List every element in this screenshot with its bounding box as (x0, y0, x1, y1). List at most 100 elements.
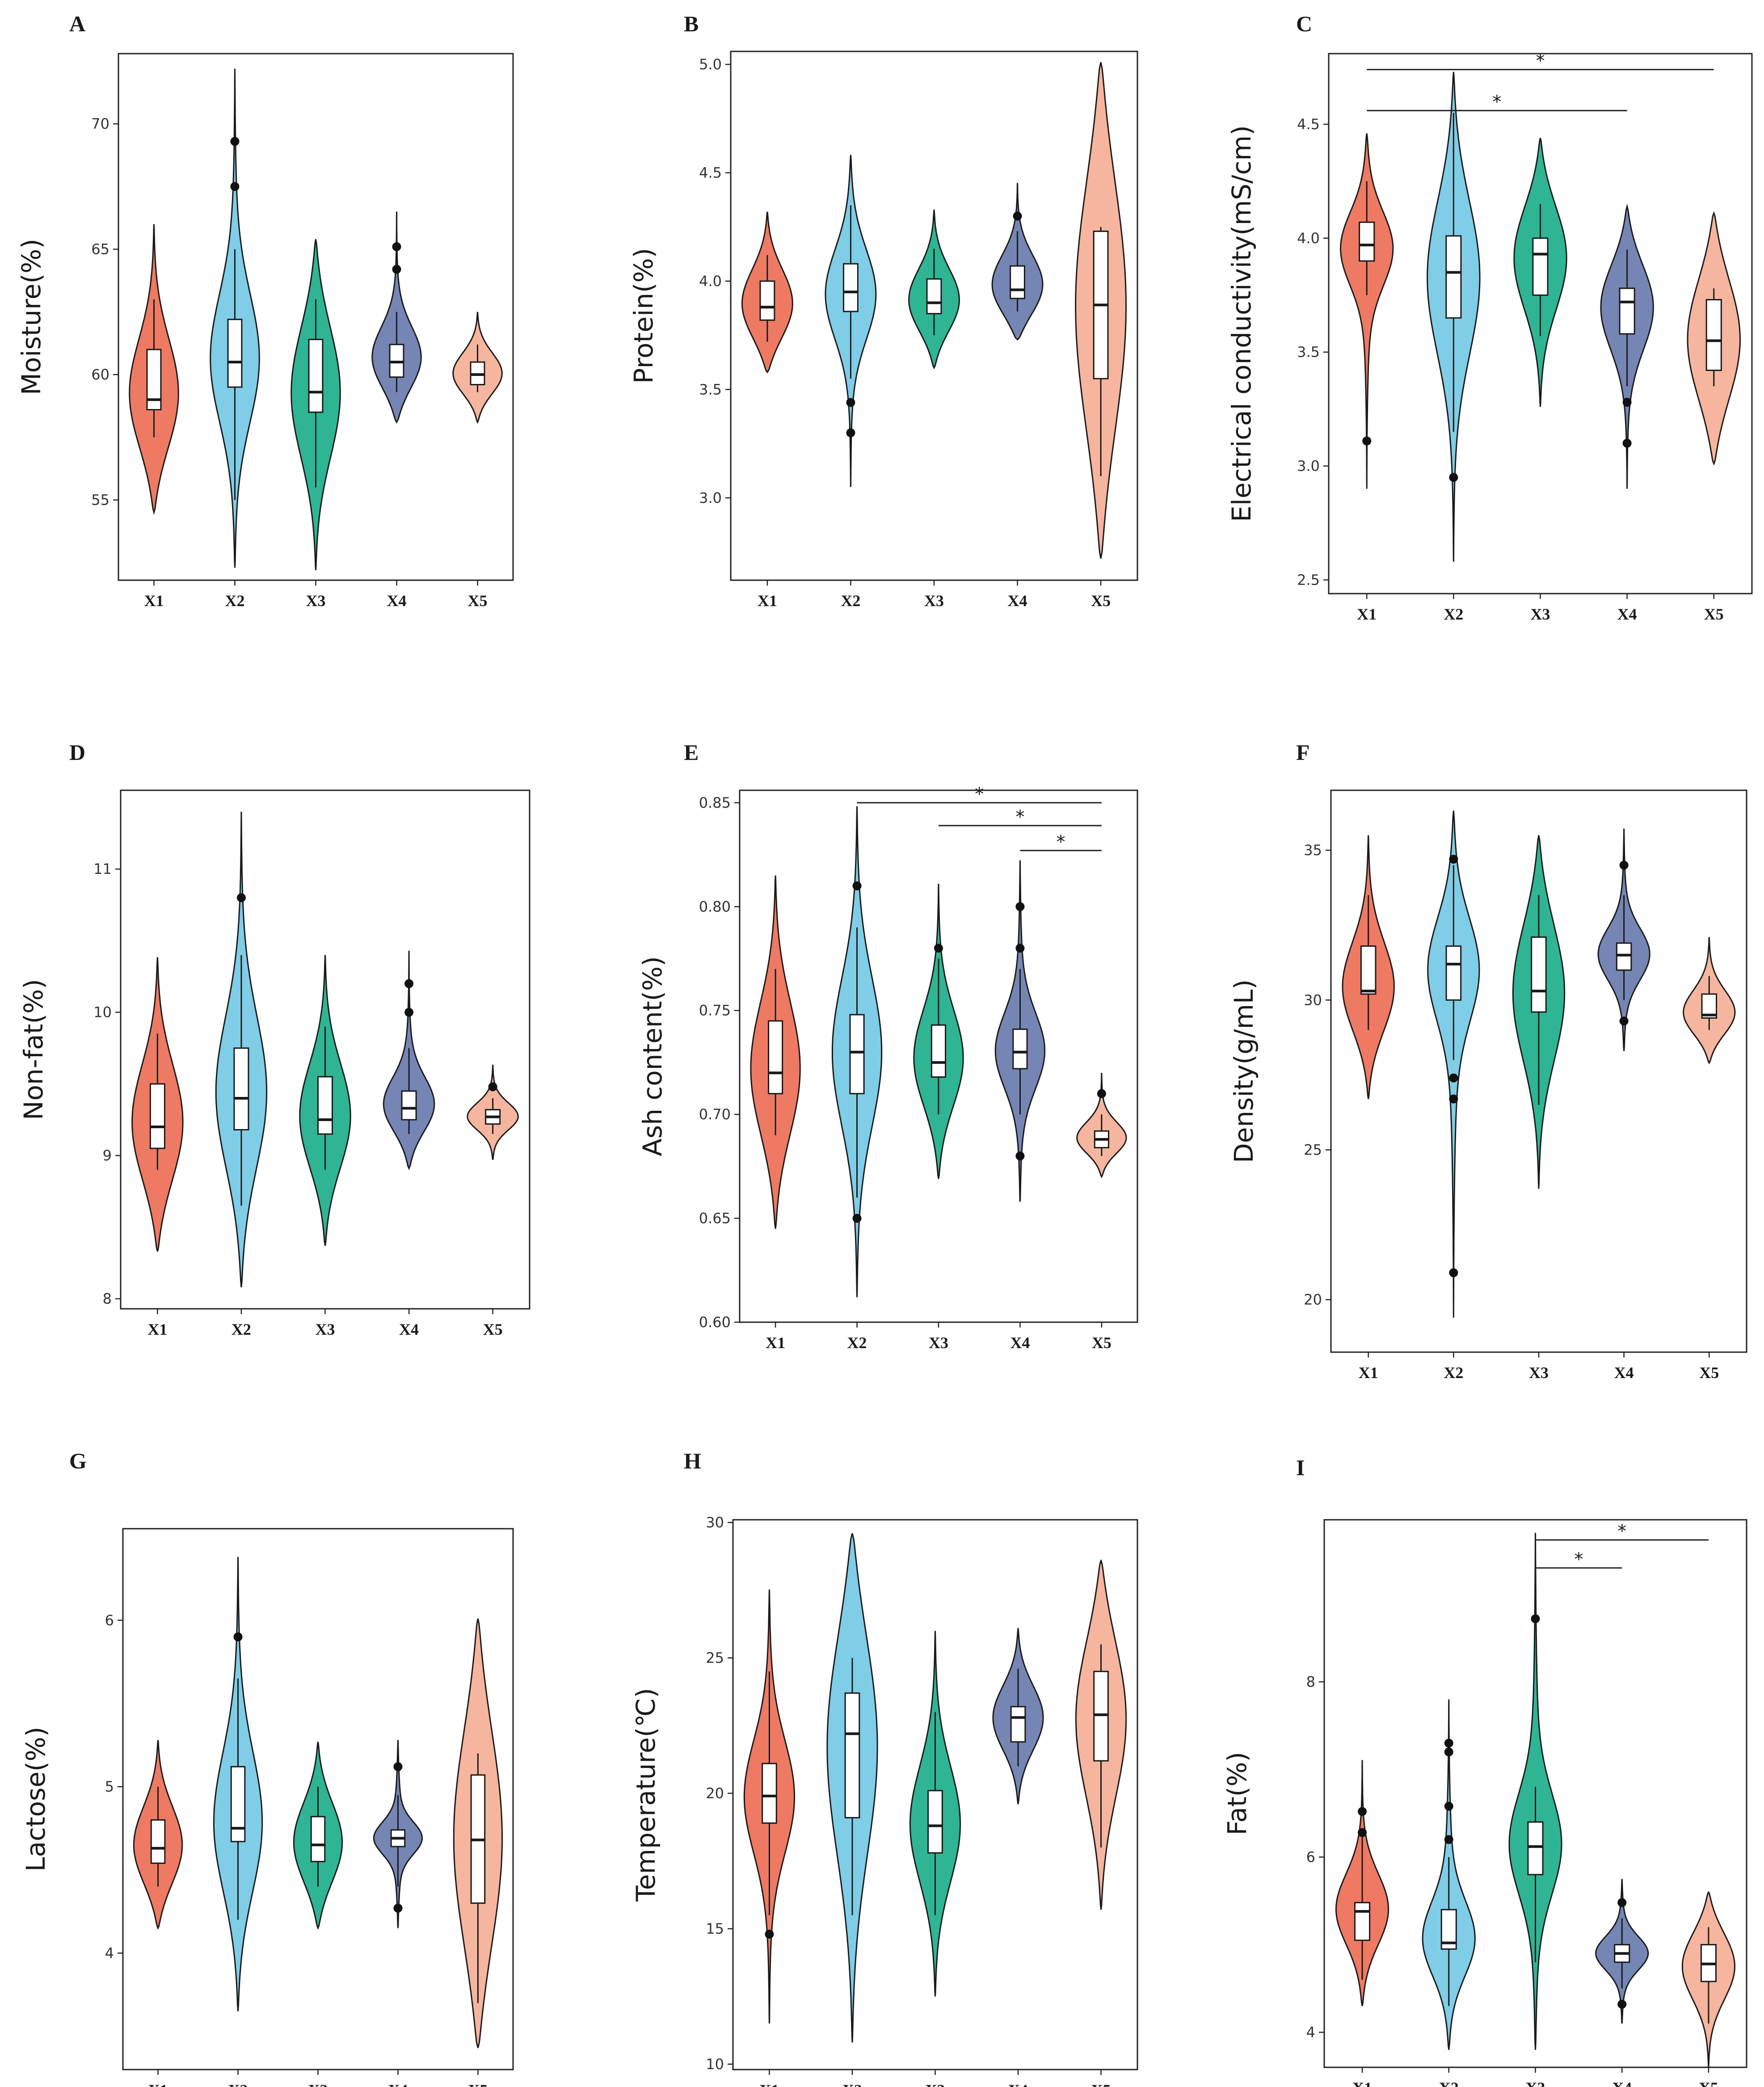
panel-letter: E (684, 740, 699, 765)
violin-x2 (831, 806, 883, 1298)
box-iqr (401, 1090, 417, 1121)
y-tick-label: 15 (706, 1920, 724, 1937)
outlier-point (404, 1008, 414, 1017)
x-tick-label: X4 (1010, 1334, 1030, 1352)
box-iqr (150, 1819, 166, 1864)
violin-x1 (133, 1740, 183, 1930)
y-tick-label: 70 (91, 115, 109, 132)
violin-x3 (1508, 1533, 1562, 2050)
y-tick-label: 60 (91, 366, 109, 383)
violin-x5 (467, 1064, 519, 1160)
violin-x5 (1075, 1560, 1127, 1910)
panel-i: I 4 6 8 Fat(%) X1 X2 X3 X4 X5 * * (1222, 1455, 1747, 2087)
x-tick-label: X2 (842, 2081, 862, 2087)
y-axis-label: Temperature(℃) (631, 1688, 661, 1902)
x-tick-label: X2 (232, 1320, 251, 1338)
outlier-point (488, 1082, 497, 1092)
x-tick-label: X1 (147, 1320, 167, 1338)
y-tick-label: 10 (93, 1004, 112, 1021)
violin-x1 (1342, 835, 1395, 1099)
violin-x4 (371, 211, 422, 424)
box-iqr (762, 1762, 777, 1824)
outlier-point (1015, 944, 1025, 953)
y-tick-label: 5.0 (699, 56, 722, 73)
y-axis-label: Protein(%) (628, 248, 659, 384)
x-tick-label: X5 (468, 592, 488, 610)
outlier-point (1015, 1151, 1025, 1161)
outlier-point (1013, 211, 1022, 221)
violin-x1 (743, 1589, 796, 2024)
x-tick-label: X3 (926, 2081, 945, 2087)
x-tick-label: X4 (387, 592, 407, 610)
y-tick-label: 0.70 (699, 1106, 731, 1123)
y-tick-label: 30 (706, 1514, 724, 1531)
x-tick-label: X5 (1699, 2079, 1718, 2087)
outlier-point (1617, 1898, 1627, 1907)
y-tick-label: 3.0 (1297, 458, 1320, 475)
y-tick-label: 4.5 (699, 164, 722, 181)
box-iqr (927, 1790, 943, 1854)
panel-e: E 0.60 0.65 0.70 0.75 0.80 0.85 Ash content(%) X… (637, 740, 1138, 1352)
outlier-point (1619, 860, 1629, 870)
outlier-point (1444, 1801, 1453, 1811)
y-tick-label: 3.5 (699, 381, 722, 398)
violin-x3 (1512, 835, 1566, 1189)
outlier-point (1444, 1747, 1453, 1757)
violin-x4 (1597, 828, 1650, 1051)
violin-x2 (215, 812, 268, 1288)
x-tick-label: X5 (1091, 592, 1111, 610)
y-tick-label: 3.0 (699, 489, 722, 506)
y-tick-label: 4.0 (699, 273, 722, 290)
violin-x4 (383, 950, 435, 1170)
y-tick-label: 0.60 (699, 1314, 731, 1331)
x-tick-label: X1 (1359, 1364, 1378, 1382)
violin-x2 (1427, 810, 1480, 1318)
violin-x3 (913, 884, 964, 1179)
outlier-point (1449, 855, 1458, 864)
y-tick-label: 4 (105, 1944, 114, 1961)
y-tick-label: 20 (1304, 1291, 1322, 1308)
significance-label: * (1015, 807, 1024, 827)
box-iqr (1616, 942, 1632, 971)
box-iqr (1012, 1029, 1028, 1070)
y-tick-label: 55 (91, 491, 109, 508)
box-iqr (149, 1083, 165, 1149)
violin-x5 (453, 1618, 503, 2048)
box-iqr (843, 263, 859, 312)
violin-x3 (293, 1741, 343, 1930)
y-tick-label: 0.80 (699, 898, 731, 915)
x-tick-label: X3 (308, 2081, 328, 2087)
violin-x3 (909, 1631, 961, 1997)
violin-x4 (992, 1628, 1044, 1805)
y-axis-label: Moisture(%) (16, 239, 46, 395)
violin-x4 (1600, 203, 1654, 489)
violin-x3 (1513, 138, 1567, 407)
x-tick-label: X3 (924, 592, 944, 610)
x-tick-label: X4 (399, 1320, 419, 1338)
box-iqr (759, 280, 775, 321)
x-tick-label: X4 (1612, 2079, 1632, 2087)
violin-x5 (1681, 1891, 1736, 2068)
y-tick-label: 6 (1306, 1849, 1315, 1866)
panel-letter: D (69, 740, 85, 765)
outlier-point (1617, 1999, 1627, 2009)
x-tick-label: X1 (758, 592, 777, 610)
outlier-point (1444, 1738, 1453, 1748)
outlier-point (1358, 1828, 1367, 1837)
x-tick-label: X1 (1357, 605, 1377, 623)
y-tick-label: 9 (103, 1147, 112, 1164)
y-tick-label: 3.5 (1297, 344, 1320, 361)
violin-x3 (299, 955, 351, 1246)
violin-x2 (213, 1557, 263, 2011)
x-tick-label: X3 (929, 1334, 948, 1352)
y-tick-label: 5 (105, 1778, 114, 1795)
significance-label: * (1492, 92, 1501, 112)
outlier-point (1097, 1089, 1106, 1098)
violin-x4 (991, 183, 1044, 341)
box-iqr (1619, 287, 1635, 335)
significance-label: * (1536, 51, 1545, 72)
violin-x1 (750, 875, 801, 1229)
outlier-point (230, 137, 240, 146)
box-iqr (1531, 936, 1547, 1013)
